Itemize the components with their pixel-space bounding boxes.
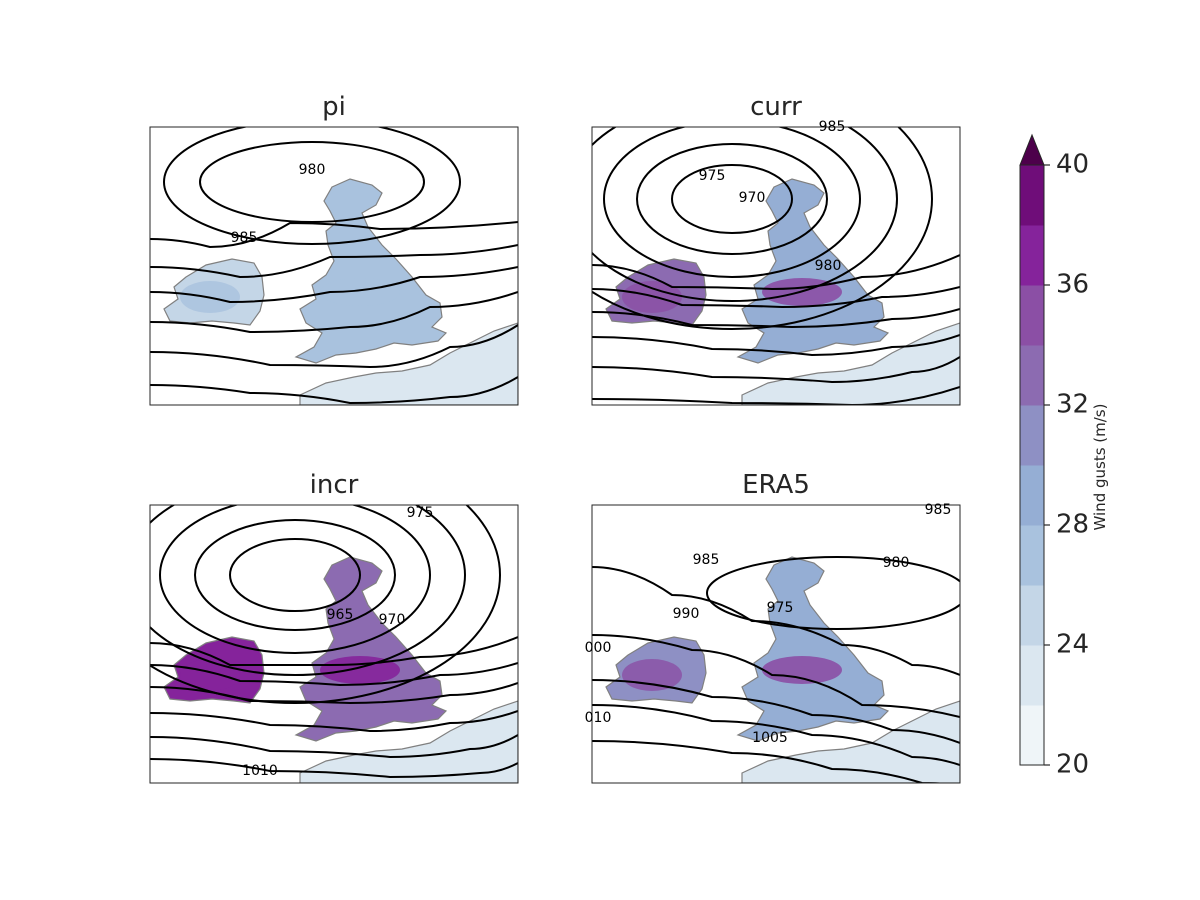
- isobar: [592, 704, 960, 766]
- contour-label: 970: [739, 190, 766, 206]
- map-content: [592, 127, 960, 405]
- map-panel: [149, 126, 519, 406]
- isobar: [163, 127, 461, 245]
- isobar: [150, 662, 518, 687]
- isobar: [150, 758, 518, 779]
- isobar: [592, 308, 960, 329]
- colorbar-swatch: [1020, 225, 1044, 286]
- contour-label: 010: [585, 710, 612, 726]
- contour-label: 975: [767, 600, 794, 616]
- map-frame: [149, 504, 519, 784]
- contour-label: 975: [699, 168, 726, 184]
- colorbar-swatch: [1020, 525, 1044, 586]
- colorbar-swatch: [1020, 405, 1044, 466]
- isobar: [150, 324, 518, 369]
- gust-maximum: [180, 659, 240, 691]
- isobar: [592, 356, 960, 384]
- isobar: [150, 221, 518, 249]
- isobar: [150, 505, 466, 676]
- isobar: [229, 538, 361, 612]
- isobar: [150, 291, 518, 334]
- isobar: [592, 254, 960, 291]
- isobar: [150, 636, 518, 667]
- isobar: [150, 376, 518, 405]
- colorbar-swatch: [1020, 645, 1044, 706]
- isobar: [150, 734, 518, 759]
- contour-label: 990: [673, 606, 700, 622]
- colorbar-swatch: [1020, 585, 1044, 646]
- isobar: [592, 334, 960, 357]
- contour-label: 970: [379, 612, 406, 628]
- map-panel: [591, 126, 961, 406]
- isobar: [150, 244, 518, 279]
- isobar: [671, 164, 793, 234]
- colorbar-swatch: [1020, 285, 1044, 346]
- contour-label: 980: [299, 162, 326, 178]
- map-content: [150, 505, 518, 783]
- gust-maximum: [622, 659, 682, 691]
- contour-label: 985: [231, 230, 258, 246]
- contour-label: 1010: [242, 763, 278, 779]
- isobar: [592, 386, 960, 405]
- isobar: [706, 556, 960, 630]
- contour-label: 985: [925, 502, 952, 518]
- colorbar-frame: [1019, 165, 1045, 766]
- colorbar-tick-label: 36: [1056, 270, 1089, 300]
- gust-maximum: [320, 278, 400, 306]
- isobar: [150, 710, 518, 733]
- map-frame: [591, 126, 961, 406]
- isobar: [150, 505, 501, 704]
- contour-label: 000: [585, 640, 612, 656]
- map-frame: [591, 504, 961, 784]
- isobar: [150, 266, 518, 304]
- isobar: [592, 566, 960, 676]
- contour-label: 980: [883, 555, 910, 571]
- isobar: [592, 740, 949, 783]
- map-frame: [149, 126, 519, 406]
- isobar: [159, 505, 431, 654]
- gust-maximum: [320, 656, 400, 684]
- colorbar-tick-label: 32: [1056, 390, 1089, 420]
- isobar: [636, 143, 828, 255]
- map-panel: [591, 504, 961, 784]
- contour-label: 985: [819, 119, 846, 135]
- isobar: [194, 519, 396, 631]
- isobar: [199, 141, 425, 223]
- colorbar: 20 24 28 32 36 40: [1019, 133, 1089, 780]
- colorbar-extend-arrow: [1019, 133, 1045, 166]
- map-panel: [149, 504, 519, 784]
- colorbar-tick-label: 20: [1056, 750, 1089, 780]
- isobar: [592, 634, 960, 718]
- isobar: [592, 127, 898, 302]
- isobar: [150, 682, 518, 705]
- map-content: [150, 127, 518, 405]
- colorbar-tick-label: 40: [1056, 150, 1089, 180]
- isobar: [603, 127, 861, 278]
- contour-label: 965: [327, 607, 354, 623]
- map-content: [592, 505, 960, 783]
- colorbar-swatch: [1020, 165, 1044, 226]
- colorbar-swatch: [1020, 705, 1044, 766]
- isobar: [592, 679, 960, 744]
- contour-label: 975: [407, 505, 434, 521]
- isobar: [592, 286, 960, 309]
- gust-maximum: [762, 656, 842, 684]
- contour-label: 980: [815, 258, 842, 274]
- contour-label: 985: [693, 552, 720, 568]
- contour-label: 1005: [752, 730, 788, 746]
- colorbar-tick-label: 28: [1056, 510, 1089, 540]
- colorbar-tick-label: 24: [1056, 630, 1089, 660]
- colorbar-swatch: [1020, 345, 1044, 406]
- colorbar-swatch: [1020, 465, 1044, 526]
- isobar: [592, 127, 933, 330]
